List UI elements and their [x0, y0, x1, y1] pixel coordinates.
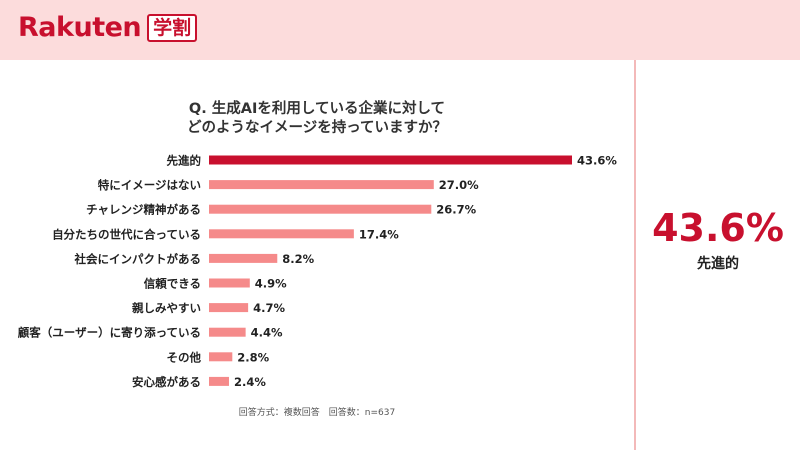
bar	[209, 327, 246, 337]
category-label: 先進的	[167, 154, 202, 168]
value-label: 17.4%	[359, 227, 399, 241]
category-label: 顧客（ユーザー）に寄り添っている	[18, 326, 201, 340]
bar	[209, 376, 229, 386]
footnote: 回答方式：複数回答 回答数：n=637	[238, 408, 396, 418]
category-label: 信頼できる	[144, 277, 201, 291]
value-label: 27.0%	[439, 178, 479, 192]
bar	[209, 352, 233, 362]
panel-divider	[634, 60, 636, 450]
highlight-value: 43.6%	[652, 206, 784, 250]
bar	[209, 278, 250, 288]
bar-chart: 先進的 43.6% 特にイメージはない 27.0% チャレンジ精神がある 26.7% 自分た…	[18, 154, 618, 389]
highlight-label: 先進的	[697, 256, 739, 272]
highlight-panel	[636, 60, 800, 450]
category-label: 安心感がある	[132, 375, 201, 389]
rakuten-logo[interactable]: Rakuten 学割	[18, 12, 198, 44]
chart-title-line-2: どのようなイメージを持っていますか？	[187, 120, 447, 136]
value-label: 26.7%	[436, 203, 476, 217]
value-label: 2.8%	[237, 350, 269, 364]
value-label: 43.6%	[577, 154, 617, 168]
chart-title: Q. 生成AIを利用している企業に対して どのようなイメージを持っていますか？	[0, 100, 634, 138]
bar	[209, 155, 572, 165]
bar	[209, 253, 278, 263]
logo-wordmark: Rakuten	[18, 12, 142, 43]
category-label: 親しみやすい	[132, 301, 201, 315]
header-bar: Rakuten 学割	[0, 0, 800, 60]
category-label: 自分たちの世代に合っている	[52, 227, 201, 241]
category-label: 社会にインパクトがある	[74, 252, 202, 266]
value-label: 4.4%	[251, 326, 283, 340]
category-label: その他	[167, 350, 202, 364]
bar	[209, 204, 432, 214]
value-label: 8.2%	[282, 252, 314, 266]
bar	[209, 180, 434, 190]
logo-badge: 学割	[147, 14, 198, 42]
value-label: 4.7%	[253, 301, 285, 315]
category-label: 特にイメージはない	[98, 178, 201, 192]
value-label: 4.9%	[255, 277, 287, 291]
bar	[209, 303, 249, 313]
chart-panel	[0, 60, 634, 450]
bar	[209, 229, 354, 239]
value-label: 2.4%	[234, 375, 266, 389]
chart-title-line-1: Q. 生成AIを利用している企業に対して	[188, 101, 446, 117]
category-label: チャレンジ精神がある	[86, 203, 201, 217]
